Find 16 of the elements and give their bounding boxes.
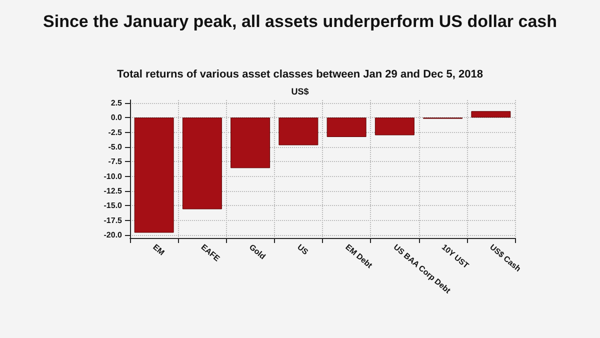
- y-tick-label: -5.0: [108, 142, 123, 152]
- y-tick-label: -12.5: [104, 186, 123, 196]
- y-tick-label: -2.5: [108, 128, 123, 137]
- y-tick-label: 0.0: [110, 113, 123, 122]
- x-tick-label: US: [296, 242, 310, 258]
- y-tick-label: -15.0: [104, 201, 123, 210]
- y-tick-label: -7.5: [108, 157, 123, 166]
- chart-subtitle: Total returns of various asset classes between Jan 29 and Dec 5, 2018: [116, 68, 484, 80]
- y-tick-label: -20.0: [104, 230, 123, 240]
- y-tick-label: -17.5: [104, 216, 123, 225]
- chart-title: Since the January peak, all assets underperform US dollar cash: [43, 12, 557, 31]
- y-axis-title: US$: [291, 86, 309, 96]
- y-tick-label: -10.0: [104, 172, 123, 181]
- x-tick-label: 10Y UST: [440, 242, 471, 270]
- y-tick-label: 2.5: [110, 98, 123, 108]
- x-tick-label: EM: [151, 242, 166, 258]
